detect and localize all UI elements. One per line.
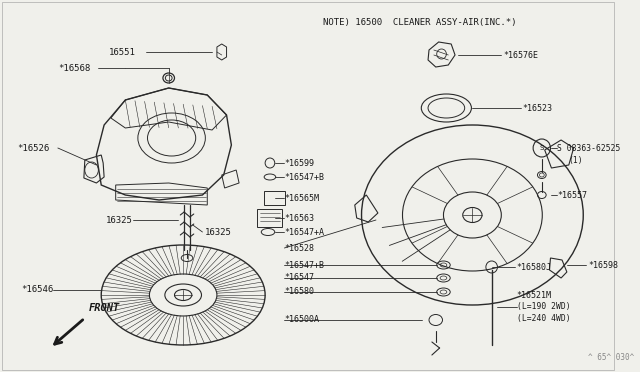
Text: *16580J: *16580J	[516, 263, 552, 272]
Text: *16500A: *16500A	[284, 315, 319, 324]
Text: (L=190 2WD): (L=190 2WD)	[516, 302, 570, 311]
Text: FRONT: FRONT	[89, 303, 120, 313]
Text: *16547+B: *16547+B	[284, 260, 324, 269]
Text: *16521M: *16521M	[516, 291, 552, 299]
Text: *16547+B: *16547+B	[284, 173, 324, 182]
Text: *16565M: *16565M	[284, 193, 319, 202]
Text: *16557: *16557	[557, 190, 588, 199]
Text: (L=240 4WD): (L=240 4WD)	[516, 314, 570, 324]
Text: *16576E: *16576E	[503, 51, 538, 60]
Text: *16523: *16523	[522, 103, 552, 112]
Text: S: S	[540, 145, 544, 151]
Text: *16599: *16599	[284, 158, 314, 167]
Text: *16568: *16568	[58, 64, 90, 73]
Text: S 08363-62525: S 08363-62525	[557, 144, 621, 153]
Text: (1): (1)	[569, 155, 584, 164]
Text: 16325: 16325	[106, 215, 133, 224]
Text: *16528: *16528	[284, 244, 314, 253]
Text: *16547: *16547	[284, 273, 314, 282]
Text: 16551: 16551	[109, 48, 136, 57]
Text: *16580: *16580	[284, 288, 314, 296]
Text: *16563: *16563	[284, 214, 314, 222]
Text: ^ 65^ 030^: ^ 65^ 030^	[588, 353, 634, 362]
Text: NOTE) 16500  CLEANER ASSY-AIR(INC.*): NOTE) 16500 CLEANER ASSY-AIR(INC.*)	[323, 17, 516, 26]
Text: *16598: *16598	[588, 260, 618, 269]
Text: 16325: 16325	[205, 228, 232, 237]
Text: *16526: *16526	[17, 144, 50, 153]
Text: *16547+A: *16547+A	[284, 228, 324, 237]
Text: *16546: *16546	[20, 285, 53, 295]
